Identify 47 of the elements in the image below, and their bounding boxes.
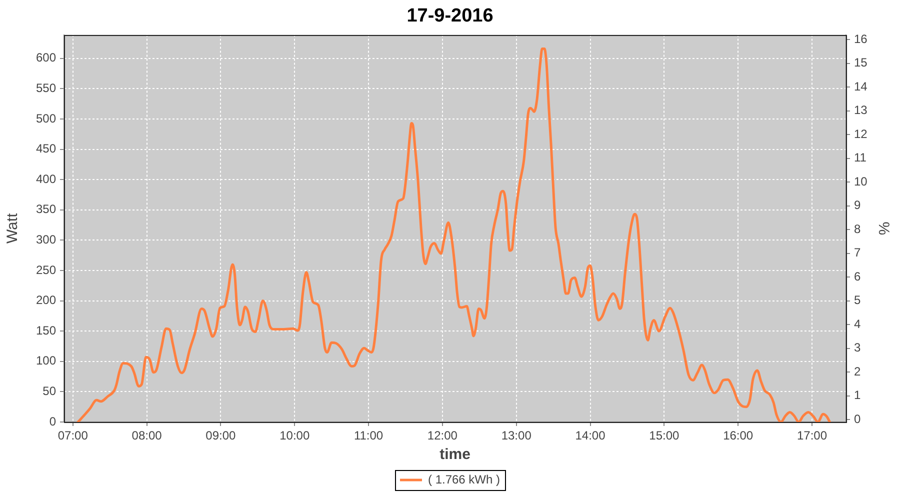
y-tick-label: 50 [42, 384, 56, 398]
y2-tick-label: 2 [854, 364, 861, 378]
y2-tick-label: 14 [854, 79, 868, 94]
x-tick-label: 10:00 [280, 428, 310, 443]
y2-tick-label: 11 [854, 150, 867, 165]
x-tick-label: 11:00 [354, 428, 384, 443]
x-tick-label: 08:00 [132, 428, 162, 443]
y-tick-label: 100 [36, 354, 56, 368]
y-tick-label: 250 [36, 262, 56, 277]
x-tick-label: 15:00 [649, 428, 680, 443]
y-tick-label: 550 [36, 81, 56, 96]
x-tick-label: 07:00 [58, 428, 88, 443]
x-tick-label: 13:00 [501, 428, 532, 443]
y-tick-label: 400 [36, 172, 56, 186]
y2-tick-label: 6 [854, 269, 861, 284]
y-tick-label: 450 [36, 142, 56, 156]
y-axis-title: Watt [4, 212, 22, 244]
x-axis-title: time [440, 446, 470, 464]
y2-tick-label: 7 [854, 246, 861, 260]
y-tick-label: 350 [36, 202, 56, 216]
y2-tick-label: 15 [854, 56, 868, 70]
y2-tick-label: 16 [854, 32, 868, 46]
y2-tick-label: 5 [854, 293, 861, 308]
y2-tick-label: 8 [854, 222, 861, 236]
y2-tick-label: 9 [854, 198, 861, 212]
x-tick-label: 09:00 [206, 428, 236, 443]
x-tick-label: 12:00 [427, 428, 458, 443]
y-tick-label: 500 [36, 111, 56, 126]
legend-label: ( 1.766 kWh ) [428, 472, 500, 486]
y-tick-label: 300 [36, 232, 56, 247]
x-tick-label: 17:00 [796, 428, 828, 443]
y-tick-label: 0 [49, 414, 56, 428]
y2-axis-title: % [874, 222, 892, 236]
y-tick-label: 150 [36, 323, 56, 338]
y2-tick-label: 1 [854, 388, 861, 402]
y2-tick-label: 10 [854, 174, 868, 188]
y2-tick-label: 0 [854, 412, 861, 426]
y-tick-label: 200 [36, 293, 56, 308]
y2-tick-label: 13 [854, 103, 868, 118]
y2-tick-label: 4 [854, 316, 861, 331]
line-series [76, 47, 831, 422]
y-tick-label: 600 [36, 50, 56, 65]
y2-tick-label: 3 [854, 340, 861, 355]
y2-tick-label: 12 [854, 126, 868, 141]
chart-title: 17-9-2016 [406, 6, 494, 27]
x-tick-label: 14:00 [575, 428, 606, 443]
x-tick-label: 16:00 [723, 428, 754, 443]
